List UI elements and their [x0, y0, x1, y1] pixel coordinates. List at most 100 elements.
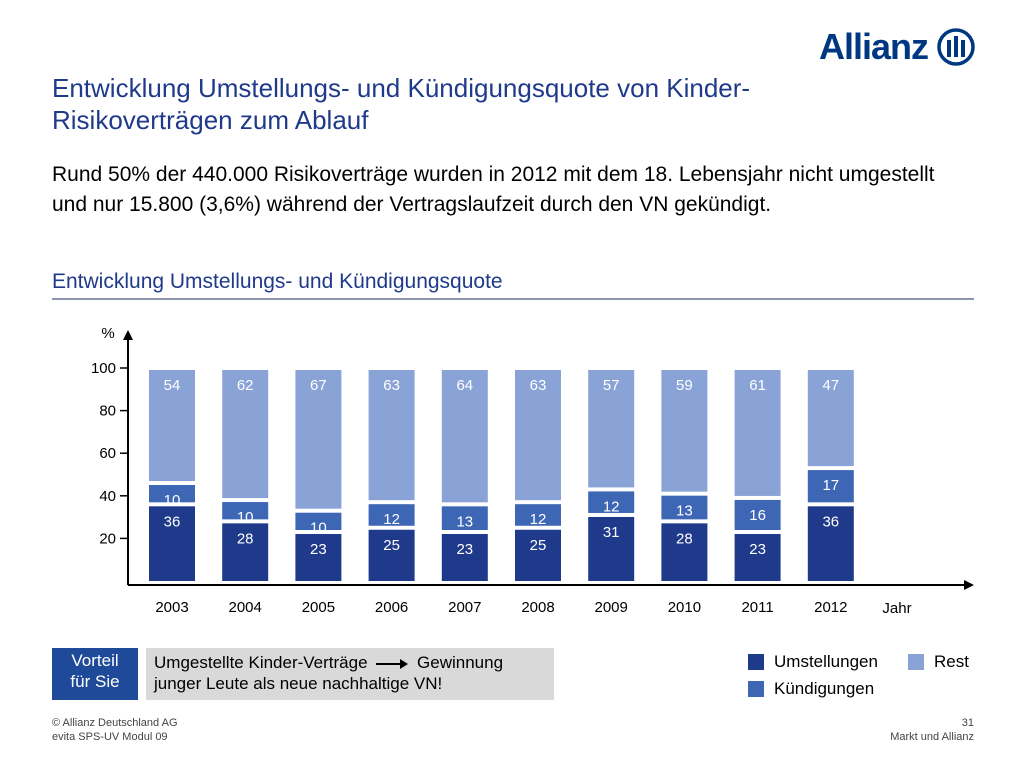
allianz-eagle-icon — [937, 28, 975, 66]
bar-segment-kündigungen — [515, 504, 561, 526]
chart-subtitle: Entwicklung Umstellungs- und Kündigungsq… — [52, 270, 503, 293]
x-tick-label: 2012 — [814, 599, 847, 616]
allianz-logo: Allianz — [819, 26, 976, 68]
bar-segment-umstellungen — [807, 506, 854, 581]
data-label: 10 — [310, 520, 327, 537]
bar-segment-umstellungen — [295, 534, 342, 581]
data-label: 36 — [822, 513, 839, 530]
x-tick-label: 2008 — [521, 599, 554, 616]
data-label: 31 — [603, 524, 620, 541]
bar-segment-kündigungen — [807, 470, 854, 503]
y-tick-label: 20 — [99, 530, 116, 547]
bar-segment-rest — [441, 370, 488, 503]
bar-segment-kündigungen — [734, 499, 781, 531]
divider — [52, 298, 974, 300]
x-tick-label: 2005 — [302, 599, 335, 616]
bar-segment-umstellungen — [661, 523, 708, 581]
data-label: 12 — [383, 511, 400, 528]
bar-segment-rest — [295, 370, 342, 509]
data-label: 13 — [456, 513, 473, 530]
chart-axes — [120, 330, 974, 590]
benefit-label-line2: für Sie — [70, 672, 120, 691]
legend-label-umstellungen: Umstellungen — [774, 652, 878, 671]
bar-segment-umstellungen — [149, 506, 195, 581]
legend-item-rest: Rest — [908, 652, 969, 672]
bar-segment-umstellungen — [441, 534, 488, 581]
data-label: 10 — [237, 509, 254, 526]
benefit-label-line1: Vorteil — [71, 651, 119, 670]
x-tick-label: 2007 — [448, 599, 481, 616]
footer-left: © Allianz Deutschland AG evita SPS-UV Mo… — [52, 716, 178, 744]
legend-swatch-kuendigungen — [748, 681, 764, 697]
bar-segment-umstellungen — [588, 516, 635, 581]
footer-section: Markt und Allianz — [890, 731, 974, 743]
data-label: 13 — [676, 503, 693, 520]
data-label: 12 — [530, 511, 547, 528]
bar-segment-rest — [222, 370, 269, 499]
legend-swatch-umstellungen — [748, 654, 764, 670]
data-label: 28 — [676, 530, 693, 547]
data-label: 12 — [603, 498, 620, 515]
bar-segment-rest — [734, 370, 781, 496]
x-tick-label: 2004 — [229, 599, 262, 616]
stacked-bar-chart: 36 10 54 28 10 62 23 10 67 25 12 63 23 13 64 25 12 63 31 12… — [91, 325, 974, 617]
intro-text: Rund 50% der 440.000 Risikoverträge wurd… — [52, 163, 935, 216]
x-axis-title: Jahr — [882, 600, 911, 617]
bar-segment-rest — [515, 370, 561, 501]
data-label: 64 — [456, 377, 473, 394]
x-tick-label: 2011 — [741, 599, 773, 616]
legend-item-kuendigungen: Kündigungen — [748, 679, 874, 699]
bar-segment-kündigungen — [295, 512, 342, 531]
data-label: 57 — [603, 377, 620, 394]
x-tick-label: 2009 — [595, 599, 628, 616]
legend-label-rest: Rest — [934, 652, 969, 671]
y-axis-arrow — [123, 330, 133, 340]
bar-segment-umstellungen — [734, 534, 781, 581]
page-number: 31 — [961, 717, 974, 729]
y-tick-label: 100 — [91, 360, 116, 377]
bar-segment-kündigungen — [149, 485, 195, 503]
benefit-text-part1: Umgestellte Kinder-Verträge — [154, 653, 368, 672]
bar-segment-kündigungen — [441, 506, 488, 531]
data-label: 59 — [676, 377, 693, 394]
benefit-text-line2: junger Leute als neue nachhaltige VN! — [154, 674, 443, 693]
logo-wordmark: Allianz — [818, 26, 929, 67]
y-axis-title: % — [101, 325, 114, 342]
data-label: 62 — [237, 377, 254, 394]
data-label: 61 — [749, 377, 766, 394]
bar-segment-umstellungen — [222, 523, 269, 581]
data-label: 28 — [237, 530, 254, 547]
bar-segment-kündigungen — [368, 504, 415, 526]
benefit-text: Umgestellte Kinder-Verträge Gewinnung ju… — [146, 648, 554, 700]
data-label: 25 — [383, 537, 400, 554]
bar-segment-rest — [149, 370, 195, 482]
data-label: 63 — [383, 377, 400, 394]
bar-segment-umstellungen — [368, 529, 415, 581]
data-label: 63 — [530, 377, 547, 394]
footer-copyright: © Allianz Deutschland AG — [52, 717, 178, 729]
bar-segment-rest — [368, 370, 415, 501]
data-label: 47 — [822, 377, 839, 394]
x-tick-labels: Jahr 2003 2004 2005 2006 2007 2008 2009 2010 2011… — [155, 599, 911, 617]
bar-segment-kündigungen — [222, 502, 269, 520]
y-tick-labels: 20 40 60 80 100% — [91, 325, 116, 547]
bar-segment-rest — [661, 370, 708, 492]
footer-right: 31 Markt und Allianz — [890, 716, 974, 744]
bar-segment-umstellungen — [515, 529, 561, 581]
data-label: 67 — [310, 377, 327, 394]
data-label: 25 — [530, 537, 547, 554]
x-tick-label: 2003 — [155, 599, 188, 616]
x-tick-label: 2006 — [375, 599, 408, 616]
data-label: 36 — [164, 513, 181, 530]
legend-item-umstellungen: Umstellungen — [748, 652, 878, 672]
data-label: 23 — [310, 541, 327, 558]
arrow-right-icon — [376, 658, 409, 669]
benefit-label: Vorteil für Sie — [52, 648, 138, 700]
bar-segment-rest — [588, 370, 635, 488]
y-tick-label: 60 — [99, 445, 116, 462]
bar-segment-kündigungen — [588, 491, 635, 513]
y-tick-label: 40 — [99, 488, 116, 505]
data-label: 23 — [456, 541, 473, 558]
legend-swatch-rest — [908, 654, 924, 670]
benefit-text-part2: Gewinnung — [417, 653, 504, 672]
